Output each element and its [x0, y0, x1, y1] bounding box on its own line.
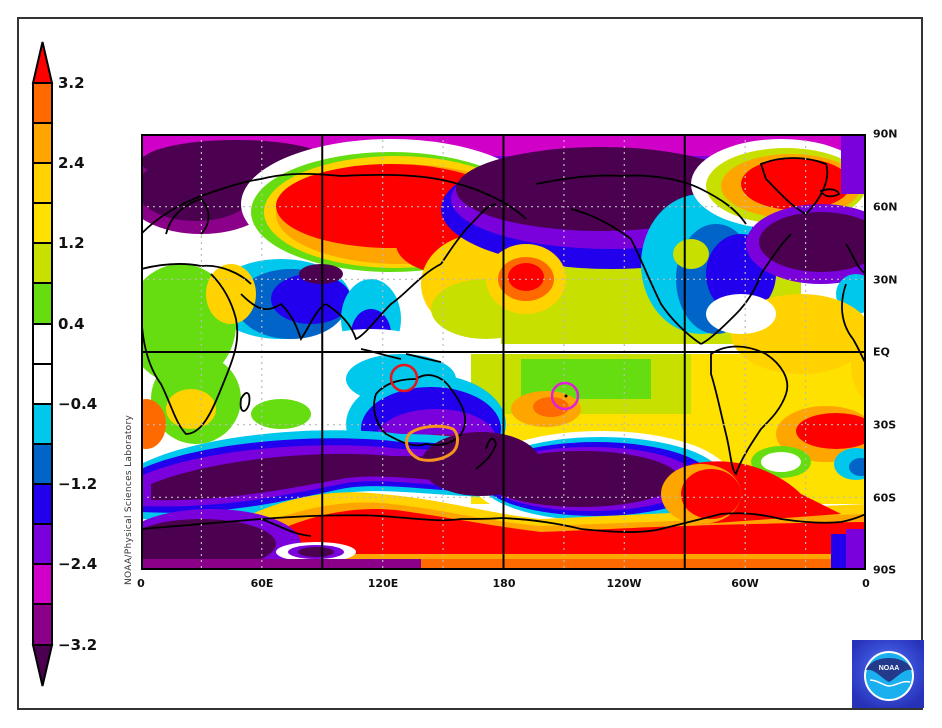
lat-label-60n: 60N [873, 200, 898, 214]
lon-label-0-right: 0 [862, 577, 870, 590]
lon-label-0: 0 [137, 577, 145, 590]
lon-label-120w: 120W [606, 577, 642, 590]
annotation-red-circle [389, 363, 419, 393]
colorbar-label: 3.2 [58, 74, 85, 92]
lat-label-90n: 90N [873, 127, 898, 141]
colorbar-label: 1.2 [58, 234, 85, 252]
lat-label-60s: 60S [873, 491, 897, 505]
colorbar-label: 2.4 [58, 154, 85, 172]
noaa-logo-icon: NOAA [852, 640, 924, 708]
colorbar-label: −3.2 [58, 636, 98, 654]
colorbar [31, 41, 54, 687]
colorbar-label: −2.4 [58, 555, 98, 573]
lat-label-30n: 30N [873, 273, 898, 287]
lat-label-30s: 30S [873, 418, 897, 432]
colorbar-label: −0.4 [58, 395, 98, 413]
anomaly-map [141, 134, 866, 570]
colorbar-extend-bottom [31, 644, 54, 687]
map-border [141, 134, 866, 570]
annotation-magenta-circle [550, 381, 580, 411]
lon-label-180: 180 [492, 577, 516, 590]
lat-label-90s: 90S [873, 563, 897, 577]
colorbar-label: 0.4 [58, 315, 85, 333]
colorbar-label: −1.2 [58, 475, 98, 493]
lat-label-eq: EQ [873, 345, 890, 359]
annotation-orange-ellipse [405, 424, 459, 462]
grid-solid [141, 134, 866, 570]
lon-label-60e: 60E [250, 577, 274, 590]
credit-label: NOAA/Physical Sciences Laboratory [124, 414, 134, 585]
lon-label-120e: 120E [367, 577, 399, 590]
grid-dotted [141, 134, 866, 570]
colorbar-extend-top [31, 41, 54, 84]
lon-label-60w: 60W [731, 577, 759, 590]
svg-text:NOAA: NOAA [879, 665, 900, 672]
